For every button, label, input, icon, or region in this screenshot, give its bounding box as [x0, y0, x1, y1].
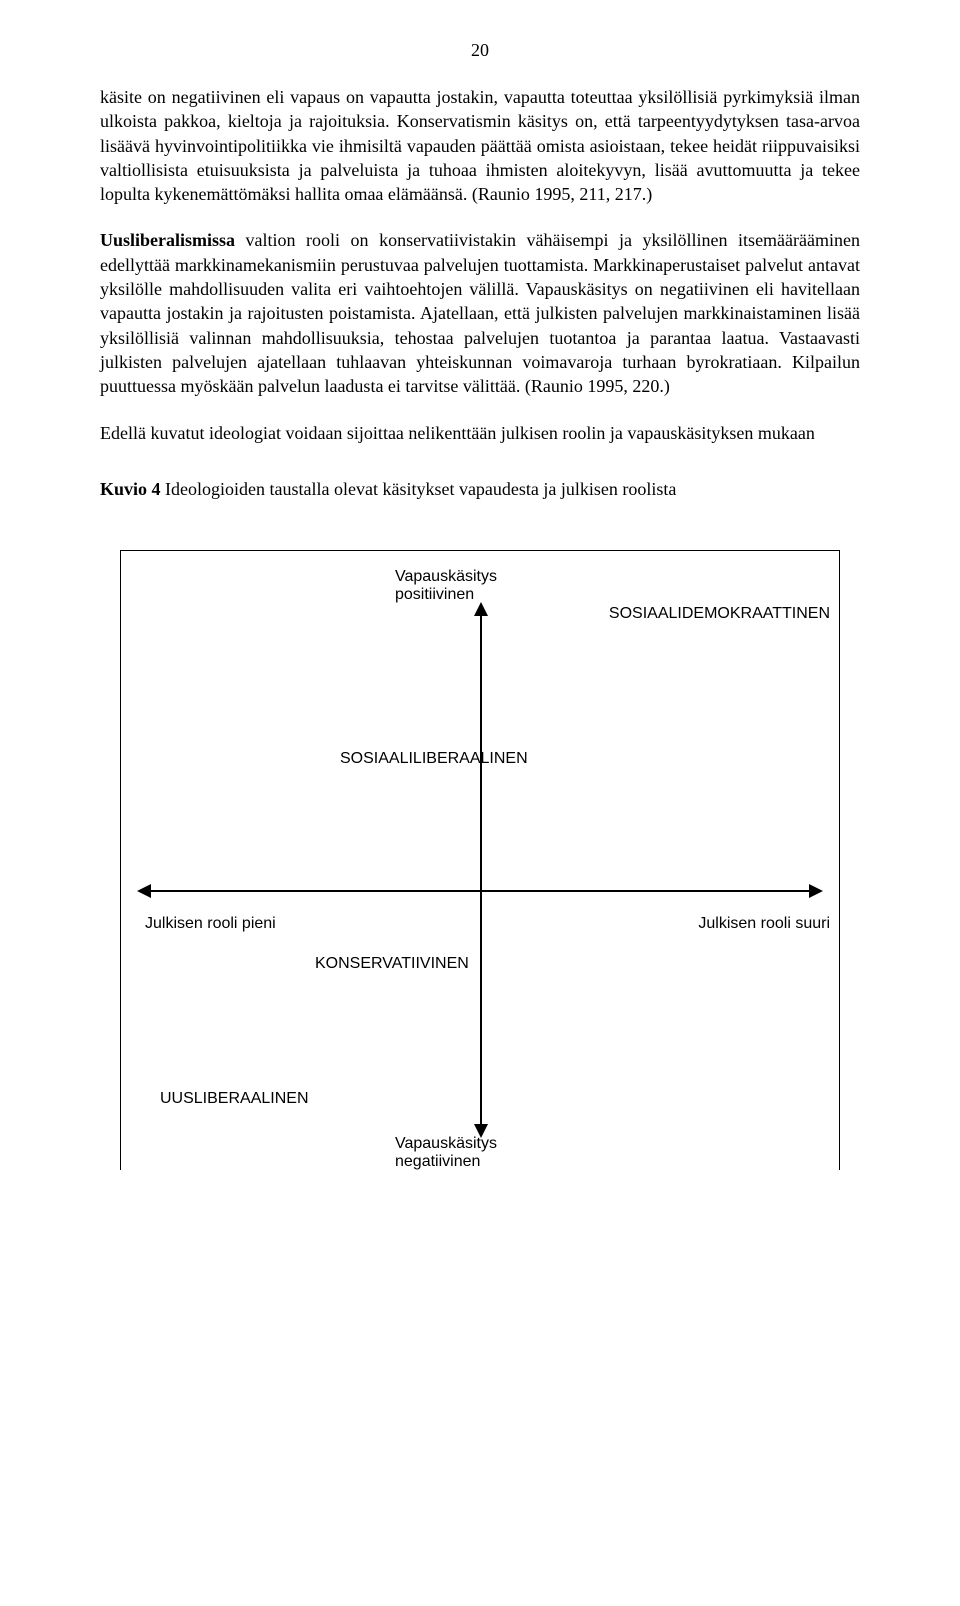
label-vapaus-negatiivinen: Vapauskäsitys negatiivinen	[395, 1135, 497, 1171]
label-line-2: positiivinen	[395, 586, 497, 604]
axis-horizontal	[145, 890, 815, 892]
page-number: 20	[100, 40, 860, 61]
label-sosiaaliliberaalinen: SOSIAALILIBERAALINEN	[340, 750, 528, 768]
label-julkisen-rooli-suuri: Julkisen rooli suuri	[698, 915, 830, 933]
diagram: Vapauskäsitys positiivinen SOSIAALIDEMOK…	[100, 550, 860, 1170]
arrow-up-icon	[474, 602, 488, 616]
label-line-1: Vapauskäsitys	[395, 1135, 497, 1152]
axis-vertical	[480, 610, 482, 1130]
label-vapaus-positiivinen: Vapauskäsitys positiivinen	[395, 568, 497, 604]
label-line-1: Vapauskäsitys	[395, 568, 497, 585]
arrow-right-icon	[809, 884, 823, 898]
figure-caption-lead: Kuvio 4	[100, 479, 161, 499]
paragraph-1: käsite on negatiivinen eli vapaus on vap…	[100, 85, 860, 206]
figure-caption: Kuvio 4 Ideologioiden taustalla olevat k…	[100, 479, 860, 500]
label-line-2: negatiivinen	[395, 1153, 497, 1171]
label-julkisen-rooli-pieni: Julkisen rooli pieni	[145, 915, 276, 933]
paragraph-3: Edellä kuvatut ideologiat voidaan sijoit…	[100, 421, 860, 445]
label-uusliberaalinen: UUSLIBERAALINEN	[160, 1090, 309, 1108]
arrow-left-icon	[137, 884, 151, 898]
paragraph-2-rest: valtion rooli on konservatiivistakin väh…	[100, 230, 860, 396]
label-sosiaalidemokraattinen: SOSIAALIDEMOKRAATTINEN	[609, 605, 830, 623]
paragraph-2: Uusliberalismissa valtion rooli on konse…	[100, 228, 860, 398]
paragraph-2-lead: Uusliberalismissa	[100, 230, 235, 250]
page-container: 20 käsite on negatiivinen eli vapaus on …	[0, 0, 960, 1606]
figure-caption-rest: Ideologioiden taustalla olevat käsitykse…	[161, 479, 677, 499]
label-konservatiivinen: KONSERVATIIVINEN	[315, 955, 469, 973]
